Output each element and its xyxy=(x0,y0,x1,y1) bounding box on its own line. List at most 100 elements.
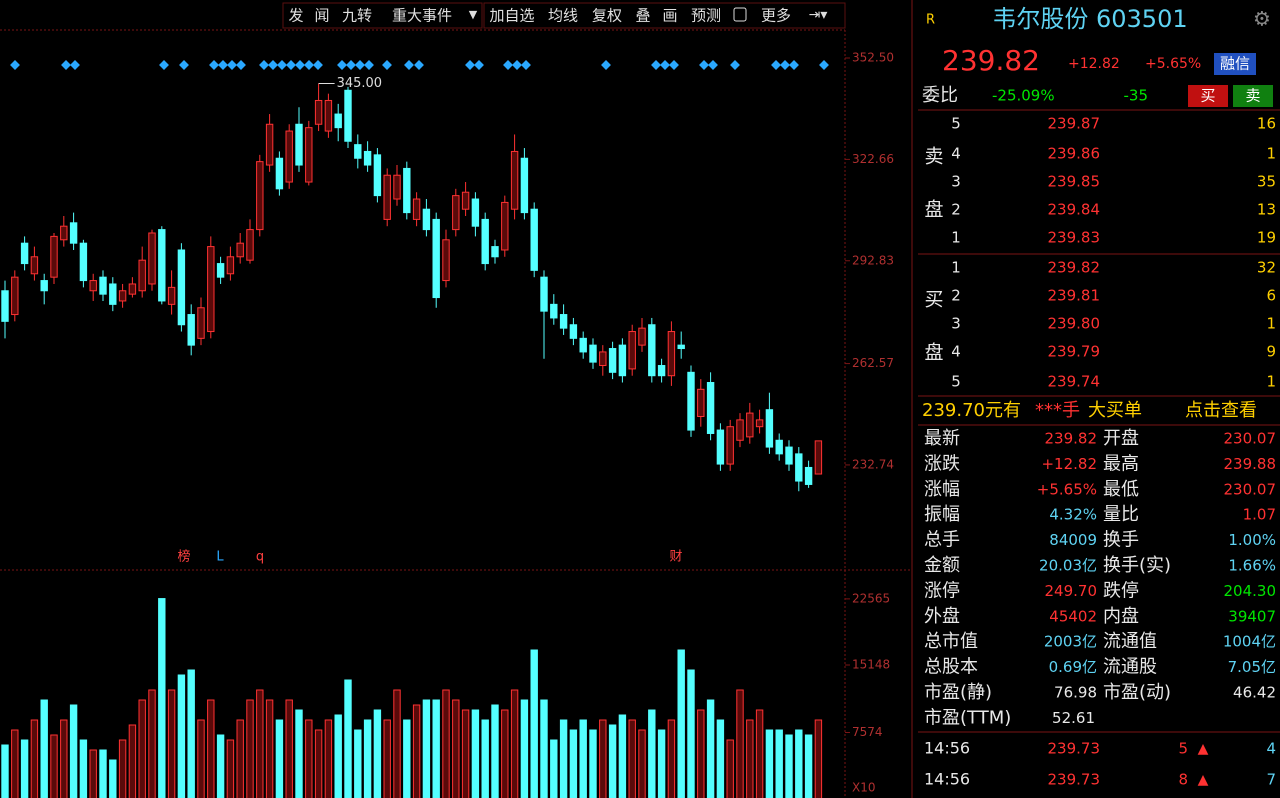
candle-body xyxy=(11,276,19,316)
order-level: 3 xyxy=(951,173,961,191)
candle-body xyxy=(334,113,342,129)
toolbar-button[interactable]: 复权 xyxy=(592,7,622,25)
candle-body xyxy=(746,412,754,438)
candle-body xyxy=(69,222,78,244)
volume-bar xyxy=(628,719,636,798)
volume-bar xyxy=(755,709,764,798)
toolbar-button[interactable]: 发 xyxy=(288,7,303,25)
sell-button[interactable]: 卖 xyxy=(1245,87,1260,105)
buy-side-label: 盘 xyxy=(924,342,943,364)
event-marker[interactable]: 榜 xyxy=(177,549,190,565)
volume-bar xyxy=(569,729,578,798)
volume-bar xyxy=(452,699,460,798)
volume-bar xyxy=(226,739,235,798)
volume-bar xyxy=(216,734,225,798)
order-price: 239.84 xyxy=(1048,201,1101,219)
toolbar-button[interactable]: 画 xyxy=(662,7,677,25)
candle-body xyxy=(167,286,176,305)
stat-label: 内盘 xyxy=(1103,606,1139,627)
order-level: 3 xyxy=(951,315,961,333)
stat-label: 振幅 xyxy=(924,504,960,525)
order-volume: 1 xyxy=(1266,145,1276,163)
toolbar-button[interactable]: 更多 xyxy=(761,7,791,25)
settings-icon[interactable]: ⚙ xyxy=(1253,7,1271,31)
toolbar-button[interactable]: 九转 xyxy=(342,7,372,25)
stat-value: 230.07 xyxy=(1224,430,1277,448)
candle-body xyxy=(452,195,460,231)
big-order-banner[interactable]: 点击查看 xyxy=(1185,400,1257,421)
order-price: 239.87 xyxy=(1048,115,1101,133)
volume-bar xyxy=(373,709,382,798)
volume-bar xyxy=(167,689,176,798)
volume-bar xyxy=(461,709,470,798)
candle-body xyxy=(775,439,783,455)
toolbar-button[interactable]: 预测 xyxy=(691,7,721,25)
event-marker[interactable]: L xyxy=(216,550,224,565)
buy-button-box[interactable] xyxy=(1188,85,1228,107)
toolbar-frame xyxy=(483,2,846,29)
stat-label: 总股本 xyxy=(924,657,978,678)
toolbar-button[interactable]: 闻 xyxy=(314,7,329,25)
event-marker[interactable]: 财 xyxy=(669,550,682,565)
expand-icon[interactable]: ⇥▾ xyxy=(809,7,828,23)
signal-diamond xyxy=(70,60,80,70)
volume-bar xyxy=(412,704,421,798)
stat-value: 39407 xyxy=(1228,607,1276,625)
candle-body xyxy=(197,307,205,339)
tick-time: 14:56 xyxy=(924,770,970,789)
toolbar-button[interactable]: 均线 xyxy=(548,7,578,25)
volume-bar xyxy=(354,729,362,798)
candle-body xyxy=(667,331,676,377)
signal-diamond xyxy=(61,60,71,70)
signal-diamond xyxy=(780,60,790,70)
volume-bar xyxy=(99,749,107,798)
stat-value: 1004亿 xyxy=(1223,633,1276,651)
volume-bar xyxy=(471,709,480,798)
candle-body xyxy=(471,198,480,227)
candle-body xyxy=(755,419,764,428)
volume-bar xyxy=(20,739,29,798)
candle-body xyxy=(187,314,195,346)
volume-bar xyxy=(746,719,754,798)
signal-diamond xyxy=(730,60,740,70)
order-level: 1 xyxy=(951,259,961,277)
volume-bar xyxy=(638,729,646,798)
volume-bar xyxy=(344,679,352,798)
volume-bar xyxy=(256,689,264,798)
stat-label: 最新 xyxy=(924,428,960,449)
event-marker[interactable]: q xyxy=(256,550,264,565)
stat-label: 涨停 xyxy=(924,580,960,601)
candle-body xyxy=(265,123,274,166)
order-level: 5 xyxy=(951,373,961,391)
toolbar-button[interactable]: 叠 xyxy=(635,7,650,25)
tick-time: 14:56 xyxy=(924,739,970,758)
y-tick-label: 262.57 xyxy=(852,356,894,370)
candle-body xyxy=(687,371,695,431)
big-order-banner: 239.70元有 xyxy=(922,400,1021,421)
volume-bar xyxy=(187,669,195,798)
y-tick-label: 7574 xyxy=(852,725,883,739)
volume-bar xyxy=(11,729,19,798)
candle-body xyxy=(501,201,509,251)
sell-button-box[interactable] xyxy=(1233,85,1273,107)
lock-icon[interactable] xyxy=(733,7,747,22)
dropdown-arrow[interactable]: ▼ xyxy=(469,8,478,21)
volume-bar xyxy=(422,699,431,798)
buy-button[interactable]: 买 xyxy=(1200,87,1215,105)
volume-bar xyxy=(177,674,186,798)
stat-value: 20.03亿 xyxy=(1039,557,1097,575)
candle-body xyxy=(648,324,656,377)
toolbar-button[interactable]: 重大事件 xyxy=(392,7,452,25)
toolbar-button[interactable]: 加自选 xyxy=(489,7,534,25)
y-tick-label: 352.50 xyxy=(852,50,894,64)
candle-body xyxy=(608,348,617,373)
candle-body xyxy=(579,337,587,353)
volume-bar xyxy=(334,714,342,798)
signal-diamond xyxy=(708,60,718,70)
volume-bar xyxy=(79,739,88,798)
volume-bar xyxy=(657,729,666,798)
candle-body xyxy=(432,218,440,299)
volume-bar xyxy=(324,719,333,798)
volume-bar xyxy=(118,739,127,798)
